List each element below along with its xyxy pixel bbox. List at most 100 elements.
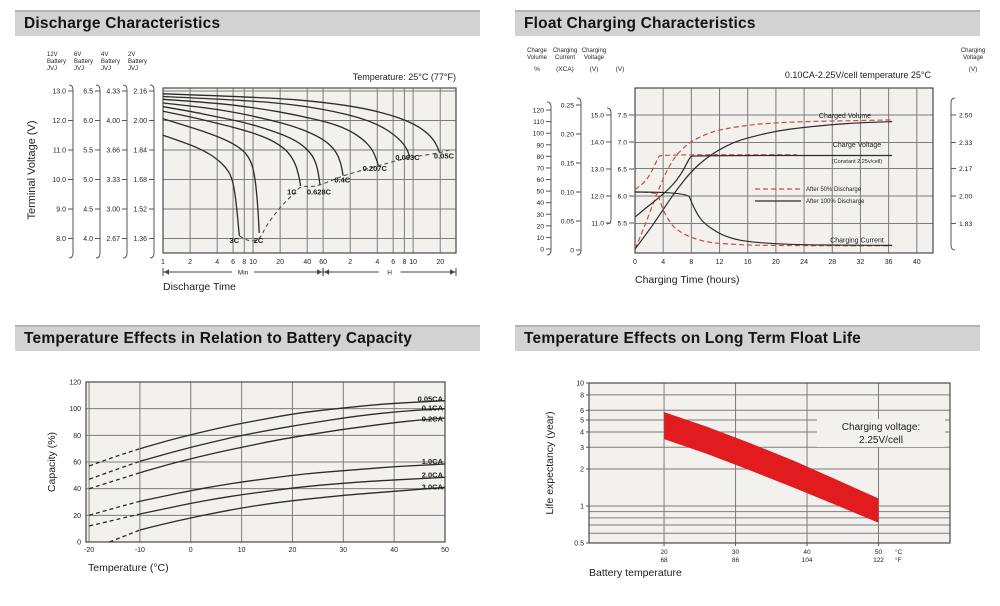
scale-tick-label: 0.20 — [561, 132, 574, 139]
charging-voltage-annotation: Charging voltage: — [842, 422, 920, 433]
x-axis-title: Temperature (°C) — [88, 562, 169, 574]
x-tick-label: 16 — [744, 259, 752, 266]
section-title: Temperature Effects in Relation to Batte… — [24, 330, 413, 347]
panel-discharge-characteristics: Discharge Characteristics 1 2 4 6 8 10 20 40 60 2… — [15, 10, 500, 312]
scale-header: 2V — [128, 52, 135, 58]
scale-tick-label: 6.5 — [618, 167, 628, 174]
x-tick-label: 40 — [913, 259, 921, 266]
scale-bracket — [950, 97, 956, 251]
scale-tick-label: 3.00 — [106, 207, 120, 214]
scale-unit: (V) — [616, 66, 625, 73]
scale-tick-label: 2.00 — [133, 118, 147, 125]
x-tick-label-celsius: 50 — [875, 549, 883, 556]
discharge-curve-0.207C — [162, 98, 379, 166]
x-axis-tick-labels: 0 4 8 12 16 20 24 28 32 36 40 — [633, 259, 921, 266]
y-axis-title: Capacity (%) — [46, 432, 58, 492]
capacity-curves — [88, 400, 446, 543]
scale-tick-label: 2.50 — [959, 113, 972, 120]
scale-tick-label: 110 — [533, 119, 544, 126]
plot-border — [162, 87, 457, 254]
x-tick-label: 4 — [375, 259, 379, 266]
scale-header: 4V — [101, 52, 108, 58]
scale-tick-label: 7.0 — [618, 140, 628, 147]
discharge-curve-0.4C — [162, 102, 344, 176]
temperature-capacity-chart: -20 -10 0 10 20 30 40 50 0 20 40 60 80 100 120 Temperat… — [46, 380, 449, 575]
x-axis-tick-labels: 1 2 4 6 8 10 20 40 60 2 4 6 8 10 20 — [161, 259, 444, 266]
x-tick-label: 20 — [276, 259, 284, 266]
x-tick-label-fahrenheit: 104 — [802, 557, 813, 564]
discharge-curves — [162, 93, 441, 236]
scale-header: Charging — [553, 48, 577, 54]
y-tick-label: 2 — [580, 466, 584, 473]
x-tick-label-celsius: 20 — [660, 549, 668, 556]
legend-label: After 100% Discharge — [806, 199, 865, 205]
voltage-scale-bracket — [95, 84, 101, 259]
x-tick-label: 10 — [249, 259, 257, 266]
rate-label: 0.2CA — [422, 414, 444, 423]
curve-0.05CA — [139, 400, 446, 450]
left-scale-3: (V) 7.5 7.0 6.5 6.0 5.5 — [616, 66, 634, 228]
scale-header: 6V — [74, 52, 81, 58]
y-tick-label: 60 — [73, 460, 81, 467]
scale-tick-label: 0 — [540, 247, 544, 254]
inline-curve-label: Charging Current — [830, 238, 884, 245]
y-tick-label: 0 — [77, 540, 81, 547]
x-axis-title: Charging Time (hours) — [635, 274, 739, 286]
scale-tick-label: 11.0 — [53, 148, 66, 155]
scale-tick-label: 11.0 — [591, 221, 604, 228]
scale-tick-label: 2.67 — [106, 236, 120, 243]
scale-tick-label: 0.05 — [561, 219, 574, 226]
x-tick-label: 30 — [339, 547, 347, 554]
section-banner: Temperature Effects in Relation to Batte… — [15, 325, 480, 351]
section-title: Discharge Characteristics — [24, 15, 221, 32]
x-tick-label: 32 — [857, 259, 865, 266]
scale-tick-label: 10.0 — [52, 177, 66, 184]
plot-border — [85, 381, 446, 543]
rate-label: 0.1CA — [422, 404, 444, 413]
scale-header: 12V — [47, 52, 58, 58]
rate-label: 3.0CA — [422, 482, 444, 491]
curve-3.0CA — [139, 486, 446, 531]
scale-unit: (V) — [590, 66, 599, 73]
scale-tick-label: 50 — [536, 189, 544, 196]
x-tick-label: 6 — [231, 259, 235, 266]
scale-tick-label: 4.00 — [106, 118, 120, 125]
rate-label: 2C — [254, 236, 264, 245]
scale-header: JVJ — [47, 66, 57, 72]
y-tick-label: 20 — [73, 513, 81, 520]
shape — [378, 267, 401, 277]
unit-range-label: Min — [238, 270, 249, 277]
voltage-scale-bracket — [122, 84, 128, 259]
scale-header: Charging — [961, 48, 985, 54]
discharge-curve-0.05C — [162, 93, 441, 154]
cutoff-connector-line — [239, 149, 450, 242]
discharge-characteristics-chart: 1 2 4 6 8 10 20 40 60 2 4 6 8 10 2012VBatteryJVJ13.012… — [26, 52, 457, 293]
curve-charging-current-after-50-discharge — [634, 191, 893, 247]
inline-curve-label: (Constant 2.25v/cell) — [832, 159, 883, 165]
scale-tick-label: 4.5 — [83, 207, 93, 214]
x-tick-label: 8 — [402, 259, 406, 266]
x-axis-title: Battery temperature — [589, 567, 682, 579]
x-unit-celsius: °C — [895, 548, 903, 556]
x-tick-label: 10 — [409, 259, 417, 266]
curve-charged-volume-after-50-discharge — [634, 119, 893, 250]
y-tick-label: 1 — [580, 503, 584, 510]
scale-tick-label: 4.33 — [106, 89, 120, 96]
legend-label: After 50% Discharge — [806, 187, 862, 193]
x-tick-label: -10 — [135, 547, 145, 554]
scale-header: Battery — [101, 59, 120, 65]
scale-tick-label: 12.0 — [52, 118, 66, 125]
scale-tick-label: 1.68 — [133, 177, 147, 184]
x-tick-label-celsius: 40 — [803, 549, 811, 556]
scale-tick-label: 4.0 — [83, 236, 93, 243]
scale-header: Charging — [582, 48, 606, 54]
scale-tick-label: 10 — [536, 235, 544, 242]
scale-tick-label: 1.36 — [133, 236, 147, 243]
x-tick-label: 2 — [348, 259, 352, 266]
scale-tick-label: 20 — [536, 223, 544, 230]
curve-0.2CA — [139, 417, 446, 474]
curve-3.0CA-dashed — [109, 529, 141, 543]
